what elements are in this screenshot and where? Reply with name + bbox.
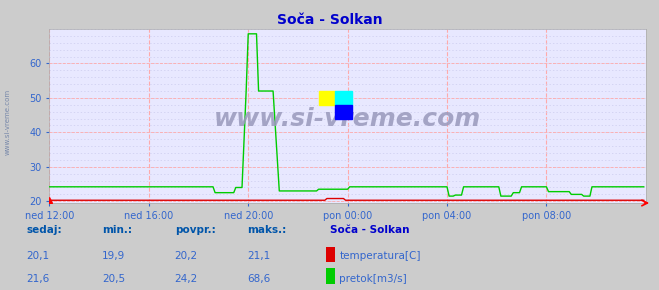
Text: 20,1: 20,1	[26, 251, 49, 261]
Text: Soča - Solkan: Soča - Solkan	[330, 225, 409, 235]
Text: www.si-vreme.com: www.si-vreme.com	[5, 89, 11, 155]
Text: povpr.:: povpr.:	[175, 225, 215, 235]
Bar	[335, 91, 352, 105]
Text: www.si-vreme.com: www.si-vreme.com	[214, 108, 481, 131]
Bar	[335, 105, 352, 119]
Text: maks.:: maks.:	[247, 225, 287, 235]
Text: 21,1: 21,1	[247, 251, 270, 261]
Text: min.:: min.:	[102, 225, 132, 235]
Text: 68,6: 68,6	[247, 274, 270, 284]
Text: Soča - Solkan: Soča - Solkan	[277, 13, 382, 27]
Text: 20,5: 20,5	[102, 274, 125, 284]
Text: 21,6: 21,6	[26, 274, 49, 284]
Text: sedaj:: sedaj:	[26, 225, 62, 235]
Text: temperatura[C]: temperatura[C]	[339, 251, 421, 261]
Text: 24,2: 24,2	[175, 274, 198, 284]
Text: 20,2: 20,2	[175, 251, 198, 261]
Text: pretok[m3/s]: pretok[m3/s]	[339, 274, 407, 284]
Bar	[319, 91, 335, 105]
Text: 19,9: 19,9	[102, 251, 125, 261]
